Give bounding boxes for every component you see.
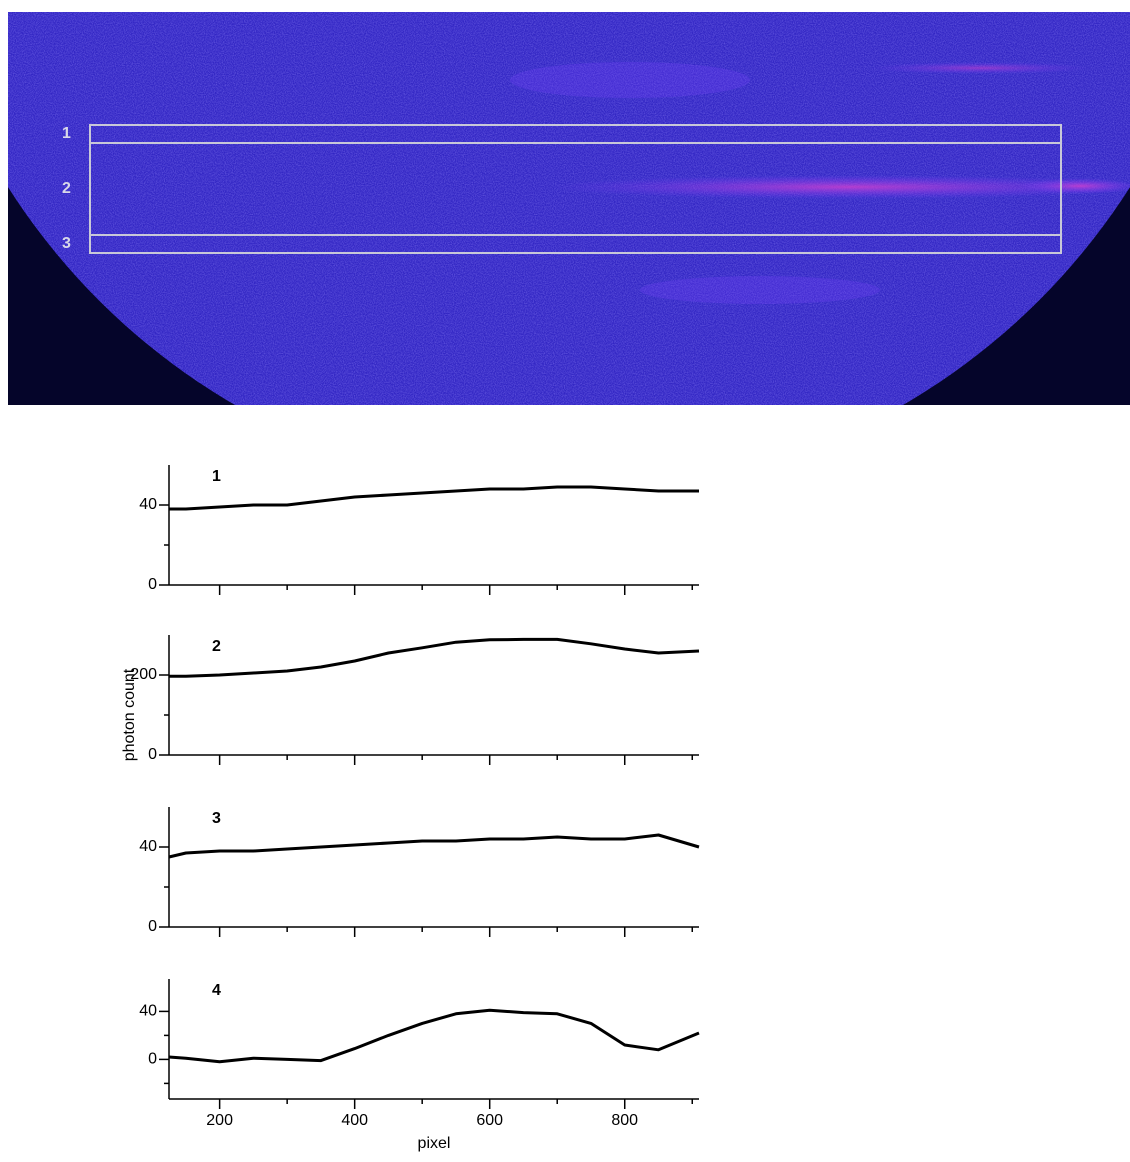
y-axis-label: photon count xyxy=(121,668,138,761)
y-tick-label: 0 xyxy=(148,1051,157,1068)
x-tick-label: 600 xyxy=(476,1112,503,1129)
plot: 0 40 1 xyxy=(139,465,699,595)
data-line xyxy=(169,637,700,678)
detector-image: 1 2 3 xyxy=(8,12,1130,405)
y-tick-label: 0 xyxy=(148,746,157,763)
region-label: 3 xyxy=(62,235,71,252)
region-label: 1 xyxy=(62,125,71,142)
panel-label: 4 xyxy=(212,982,221,999)
plot: 0 40 3 xyxy=(139,807,700,937)
y-tick-label: 40 xyxy=(139,838,157,855)
x-tick-label: 800 xyxy=(611,1112,638,1129)
data-line xyxy=(168,833,700,859)
y-tick-label: 0 xyxy=(148,576,157,593)
panel-label: 2 xyxy=(212,638,221,655)
panel-label: 1 xyxy=(212,468,221,485)
data-line xyxy=(169,485,699,511)
region-box xyxy=(89,234,1062,254)
y-tick-label: 200 xyxy=(130,666,157,683)
panel-label: 3 xyxy=(212,810,221,827)
y-tick-label: 40 xyxy=(139,496,157,513)
region-label: 2 xyxy=(62,180,71,197)
x-tick-label: 200 xyxy=(206,1112,233,1129)
data-line xyxy=(168,1008,700,1064)
plot: 200 400 600 800 0 40 4 pixel xyxy=(139,979,700,1152)
plot: 0 200 2 photon count xyxy=(121,635,700,765)
y-tick-label: 0 xyxy=(148,918,157,935)
y-tick-label: 40 xyxy=(139,1003,157,1020)
x-tick-label: 400 xyxy=(341,1112,368,1129)
x-axis-label: pixel xyxy=(418,1135,451,1152)
